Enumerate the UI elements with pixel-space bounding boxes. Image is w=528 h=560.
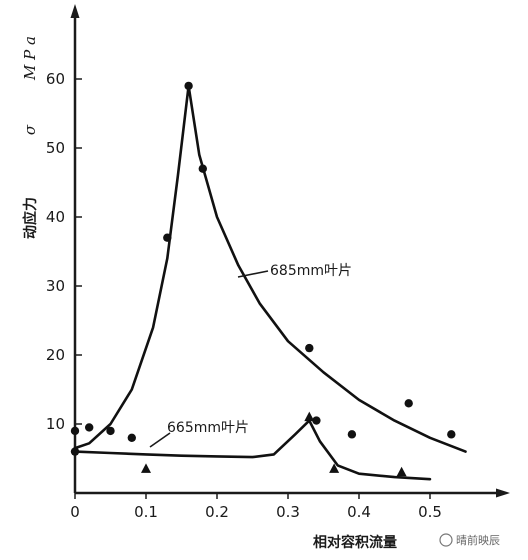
y-tick-label: 10 xyxy=(46,415,65,433)
series-label-665: 665mm叶片 xyxy=(167,420,249,436)
series-label-leader-685 xyxy=(237,270,269,278)
series-line-0 xyxy=(73,84,467,453)
series-line-1 xyxy=(73,419,432,481)
y-axis-arrow xyxy=(70,4,80,18)
watermark-text: 晴前映辰 xyxy=(456,533,500,547)
x-ticks: 0 0.1 0.2 0.3 0.4 0.5 xyxy=(70,493,442,521)
data-point-circle xyxy=(305,343,314,353)
y-tick-label: 60 xyxy=(46,70,65,88)
y-tick-label: 40 xyxy=(46,208,65,226)
x-tick-label: 0.1 xyxy=(134,503,158,521)
data-point-circle xyxy=(347,430,357,439)
watermark-logo-icon xyxy=(439,533,453,547)
data-point-circle xyxy=(85,423,94,432)
series-labels: 685mm叶片 665mm叶片 xyxy=(149,263,352,448)
data-point-triangle xyxy=(304,411,315,422)
y-tick-label: 20 xyxy=(46,346,65,364)
x-axis-arrow xyxy=(496,488,510,498)
x-tick-label: 0.4 xyxy=(347,503,371,521)
data-point-circle xyxy=(198,164,207,173)
data-point-circle xyxy=(312,416,321,425)
y-tick-label: 50 xyxy=(46,139,65,157)
series-label-685: 685mm叶片 xyxy=(270,263,352,279)
y-axis-title: 动应力 σ M P a xyxy=(21,36,39,239)
y-tick-label: 30 xyxy=(46,277,65,295)
x-tick-label: 0.5 xyxy=(418,503,442,521)
data-point-triangle xyxy=(141,463,151,473)
data-point-triangle xyxy=(329,463,340,473)
data-point-circle xyxy=(184,81,193,91)
plot-axes xyxy=(70,4,510,498)
series-label-leader-665 xyxy=(149,432,171,448)
y-axis-title-unit: M P a xyxy=(21,36,39,81)
y-axis-title-symbol: σ xyxy=(21,124,39,135)
data-point-triangle xyxy=(396,466,407,477)
series-points xyxy=(70,81,456,477)
x-tick-label: 0.3 xyxy=(276,503,300,521)
data-point-circle xyxy=(127,433,136,442)
data-point-circle xyxy=(404,399,413,408)
y-ticks: 10 20 30 40 50 60 xyxy=(46,70,82,433)
data-point-circle xyxy=(163,233,172,242)
data-point-circle xyxy=(106,426,115,436)
y-axis-title-prefix: 动应力 xyxy=(22,197,39,239)
x-tick-label: 0 xyxy=(70,503,80,521)
watermark: 晴前映辰 xyxy=(439,533,500,547)
data-point-circle xyxy=(447,430,456,439)
series-curves xyxy=(73,84,467,481)
x-tick-label: 0.2 xyxy=(205,503,229,521)
x-axis-title: 相对容积流量 xyxy=(313,534,397,551)
data-point-circle xyxy=(70,426,80,436)
data-point-circle xyxy=(70,447,80,456)
